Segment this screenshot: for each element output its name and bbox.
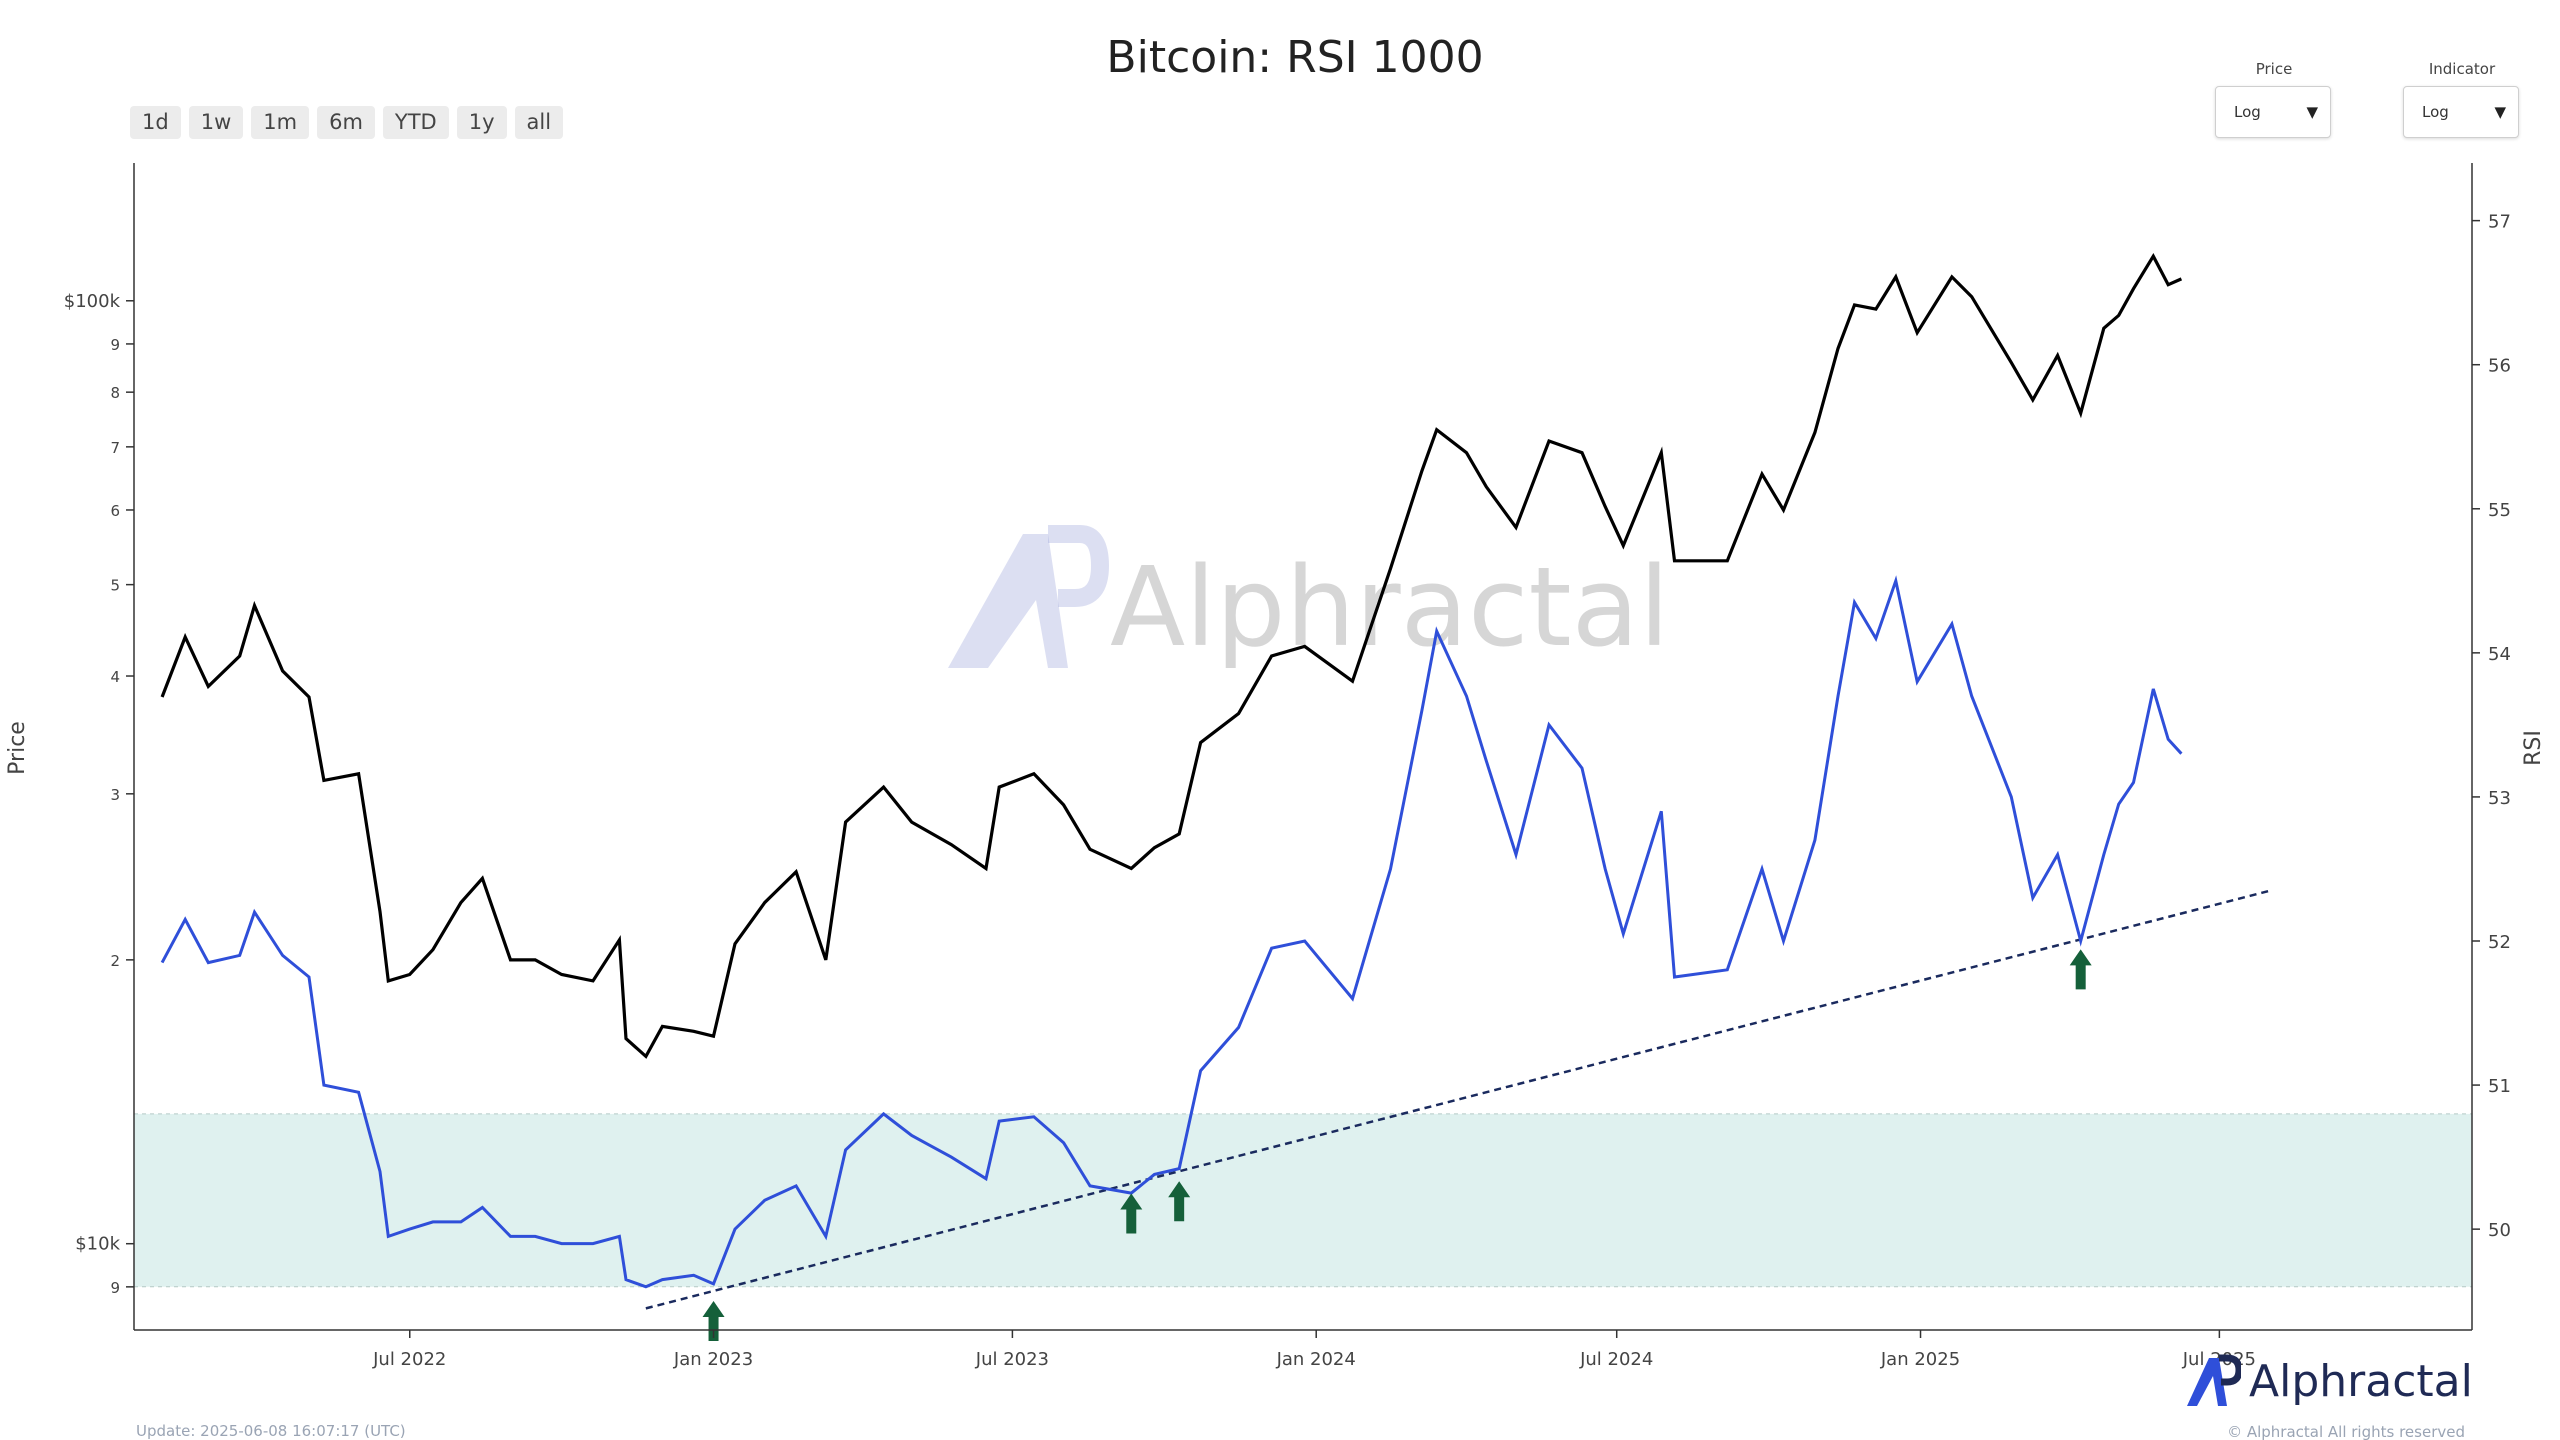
dropdown-caret-icon: ▼ (2306, 103, 2318, 121)
watermark: Alphractal (948, 525, 1670, 671)
right-tick-label: 51 (2488, 1076, 2511, 1097)
rsi-series-line (160, 575, 2183, 1289)
price-series-line (160, 252, 2183, 1059)
alphractal-logo-icon (2187, 1354, 2241, 1406)
right-tick-label: 56 (2488, 356, 2511, 377)
price-scale-label: Price (2255, 60, 2293, 78)
x-tick-label: Jul 2022 (372, 1349, 446, 1370)
x-axis-ticks: Jul 2022 Jan 2023 Jul 2023 Jan 2024 Jul 2024… (372, 1330, 2256, 1370)
right-tick-label: 50 (2488, 1220, 2511, 1241)
left-tick-label: 8 (110, 384, 120, 402)
right-tick-label: 55 (2488, 500, 2511, 521)
left-axis-ticks: 9 $10k 2 3 4 5 6 7 8 9 $100k (64, 291, 134, 1297)
watermark-logo-icon (948, 534, 1068, 668)
left-tick-label: $10k (75, 1234, 120, 1255)
range-button-all[interactable]: all (514, 106, 564, 139)
x-tick-label: Jul 2024 (1579, 1349, 1653, 1370)
indicator-scale-value: Log (2422, 103, 2449, 121)
indicator-scale-select[interactable]: Log ▼ (2403, 86, 2519, 138)
left-tick-label: $100k (64, 291, 121, 312)
right-tick-label: 57 (2488, 212, 2511, 233)
right-tick-label: 54 (2488, 644, 2511, 665)
left-tick-label: 6 (110, 502, 120, 520)
left-axis-title: Price (5, 721, 30, 775)
up-arrow-icon (1168, 1181, 1191, 1222)
right-tick-label: 53 (2488, 788, 2511, 809)
support-arrows (702, 949, 2092, 1341)
indicator-scale-label: Indicator (2428, 60, 2496, 78)
price-scale-group: Price Log ▼ (2215, 60, 2333, 138)
brand-logo: Alphractal (2183, 1352, 2473, 1410)
axes (133, 163, 2473, 1331)
brand-name: Alphractal (2249, 1355, 2473, 1407)
up-arrow-icon (1120, 1193, 1143, 1234)
range-button-6m[interactable]: 6m (317, 106, 375, 139)
left-tick-label: 4 (110, 668, 120, 686)
watermark-text: Alphractal (1110, 543, 1670, 671)
x-tick-label: Jan 2024 (1276, 1349, 1356, 1370)
left-tick-label: 9 (110, 336, 120, 354)
range-button-1m[interactable]: 1m (251, 106, 310, 139)
range-button-ytd[interactable]: YTD (382, 106, 449, 139)
range-button-1d[interactable]: 1d (130, 106, 181, 139)
left-tick-label: 2 (110, 952, 120, 970)
chart-title: Bitcoin: RSI 1000 (1106, 32, 1484, 83)
left-tick-label: 9 (110, 1279, 120, 1297)
rsi-trendline (645, 889, 2271, 1310)
right-tick-label: 52 (2488, 932, 2511, 953)
watermark-logo-curve (1048, 525, 1110, 607)
plot-area (160, 252, 2271, 1310)
indicator-scale-group: Indicator Log ▼ (2403, 60, 2521, 138)
up-arrow-icon (702, 1300, 725, 1341)
copyright-text: © Alphractal All rights reserved (2227, 1423, 2465, 1440)
up-arrow-icon (2069, 949, 2092, 990)
left-tick-label: 5 (110, 577, 120, 595)
right-axis-title: RSI (2521, 730, 2546, 766)
update-timestamp: Update: 2025-06-08 16:07:17 (UTC) (136, 1422, 406, 1440)
rsi-highlight-band (134, 1113, 2472, 1287)
left-tick-label: 7 (110, 439, 120, 457)
right-axis-ticks: 50 51 52 53 54 55 56 57 (2472, 212, 2511, 1241)
x-tick-label: Jul 2023 (975, 1349, 1049, 1370)
dropdown-caret-icon: ▼ (2494, 103, 2506, 121)
range-button-1w[interactable]: 1w (188, 106, 244, 139)
x-tick-label: Jan 2023 (673, 1349, 753, 1370)
price-scale-value: Log (2234, 103, 2261, 121)
x-tick-label: Jan 2025 (1880, 1349, 1960, 1370)
price-scale-select[interactable]: Log ▼ (2215, 86, 2331, 138)
range-selector: 1d 1w 1m 6m YTD 1y all (130, 106, 564, 139)
left-tick-label: 3 (110, 786, 120, 804)
range-button-1y[interactable]: 1y (456, 106, 507, 139)
